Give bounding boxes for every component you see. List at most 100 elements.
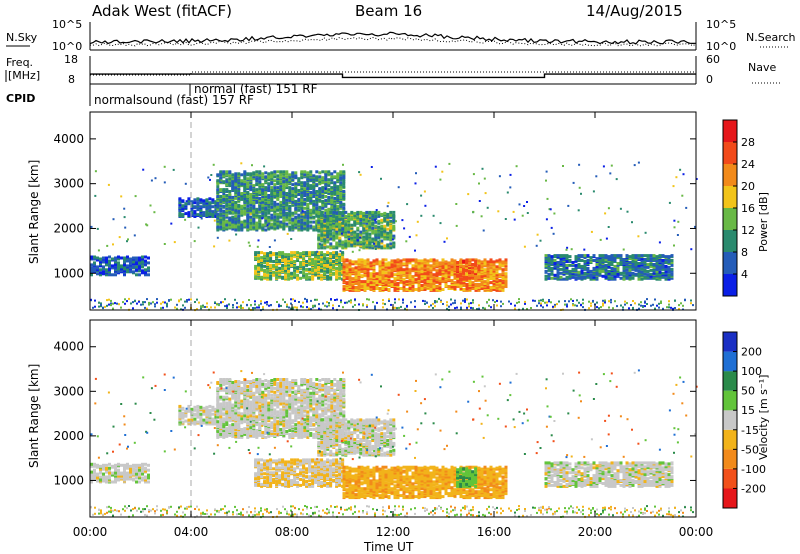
power-cell (93, 267, 96, 271)
power-cell (383, 228, 387, 232)
power-cell (408, 278, 412, 282)
power-cell (595, 277, 599, 281)
power-cell (267, 205, 271, 209)
power-cell (291, 194, 295, 197)
power-cell (351, 269, 355, 273)
power-cell (324, 198, 328, 202)
power-cell (580, 192, 582, 195)
power-cell (372, 274, 376, 278)
power-cell (646, 257, 650, 261)
power-cell (604, 260, 608, 263)
power-cell (292, 308, 294, 311)
power-cell (114, 263, 117, 267)
power-cell (321, 205, 325, 209)
power-cell (359, 232, 363, 236)
power-cell (577, 259, 581, 262)
power-cell (604, 271, 608, 275)
power-cell (578, 163, 581, 166)
power-cell (610, 266, 614, 270)
power-cell (386, 221, 390, 225)
power-cell (673, 226, 676, 229)
power-cell (311, 262, 315, 265)
power-cell (270, 171, 274, 175)
power-cell (474, 258, 478, 262)
power-cell (228, 303, 230, 306)
nsky-tick-high: 10^5 (52, 18, 82, 31)
power-cell (674, 299, 676, 302)
power-cell (432, 273, 436, 277)
power-cell (317, 211, 321, 215)
power-cell (604, 299, 606, 302)
power-cell (327, 188, 331, 192)
power-cell (399, 287, 403, 290)
power-cell (547, 254, 551, 258)
power-cell (359, 214, 363, 218)
power-cell (234, 210, 238, 214)
power-cell (576, 299, 578, 302)
power-cell (432, 268, 436, 272)
power-cell (374, 232, 378, 236)
power-cell (332, 271, 336, 275)
power-cell (420, 286, 424, 289)
power-cell (559, 257, 563, 261)
power-cell (324, 208, 328, 212)
power-cell (622, 248, 625, 251)
power-cell (178, 205, 182, 209)
power-cell (492, 299, 494, 302)
power-cell (231, 195, 235, 199)
power-cell (634, 263, 638, 266)
power-cell (360, 258, 364, 262)
power-cell (362, 235, 366, 239)
power-cell (98, 301, 100, 304)
power-cell (166, 304, 168, 307)
power-cell (438, 261, 442, 265)
power-cell (372, 286, 376, 289)
power-cell (381, 279, 385, 283)
power-cell (342, 265, 346, 269)
power-cell (468, 258, 472, 262)
power-cell (692, 304, 694, 307)
power-cell (303, 206, 307, 210)
power-cell (377, 235, 381, 239)
power-cell (299, 263, 303, 267)
power-cell (275, 275, 279, 279)
power-cell (282, 191, 286, 194)
power-cell (601, 274, 605, 278)
power-cell (547, 272, 551, 276)
power-cell (465, 275, 469, 279)
power-cell (598, 271, 602, 275)
power-cell (637, 271, 641, 275)
power-cell (282, 194, 286, 197)
power-cell (284, 275, 288, 279)
power-cell (315, 214, 319, 218)
power-cell (306, 202, 310, 206)
power-cell (228, 201, 232, 205)
power-cell (550, 266, 554, 270)
power-cell (368, 210, 372, 214)
power-cell (342, 178, 346, 182)
power-cell (550, 301, 552, 304)
power-cell (500, 300, 502, 303)
power-cell (260, 264, 264, 268)
power-cell (270, 196, 274, 200)
power-cell (640, 264, 644, 268)
power-cell (329, 244, 333, 248)
power-cell (329, 235, 333, 239)
power-cell (548, 208, 551, 211)
power-cell (492, 288, 496, 291)
power-cell (468, 269, 472, 273)
power-cell (318, 187, 322, 191)
power-cell (347, 226, 351, 230)
power-cell (619, 254, 623, 258)
power-cell (658, 254, 662, 258)
power-cell (354, 298, 356, 301)
power-cell (222, 204, 226, 208)
power-cell (459, 260, 463, 263)
power-cell (430, 304, 432, 307)
power-cell (552, 232, 555, 235)
power-cell (156, 298, 158, 301)
power-cell (288, 178, 292, 182)
power-cell (290, 307, 292, 310)
power-cell (570, 248, 573, 251)
power-cell (495, 288, 499, 292)
